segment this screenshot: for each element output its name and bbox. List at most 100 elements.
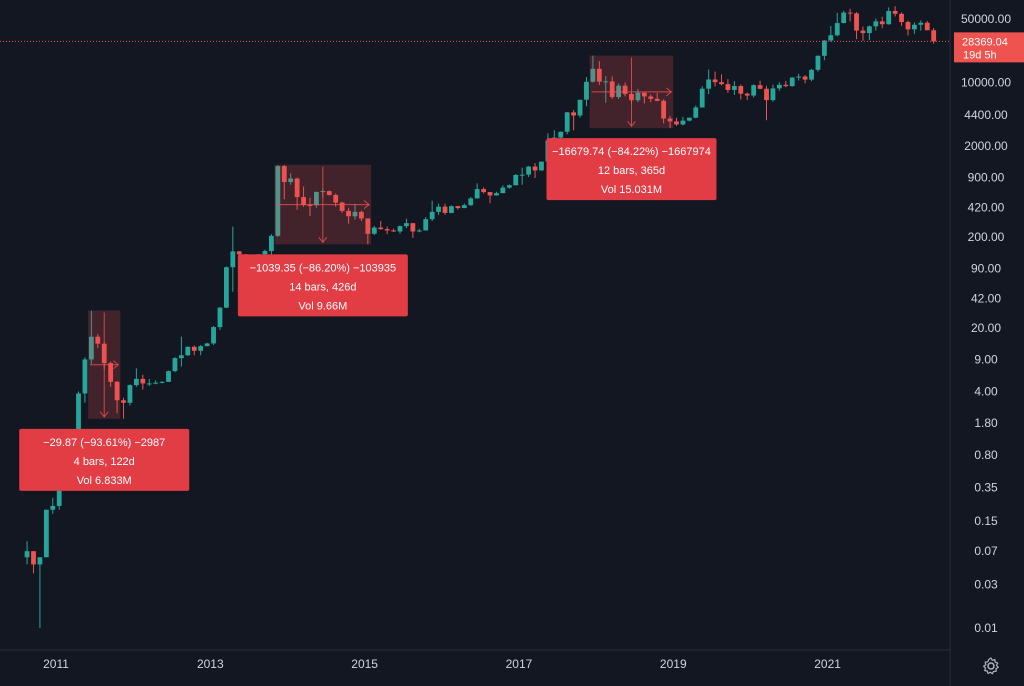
candle-body [346,210,351,217]
candle-body [873,21,879,27]
candle-body [654,98,660,101]
candle [661,99,667,124]
candle [487,192,493,204]
candle-body [693,107,699,118]
measure-info-line2: 12 bars, 365d [598,165,665,177]
candle [339,201,345,213]
candle [886,7,892,25]
measure-info-line3: Vol 15.031M [601,184,662,196]
candle-body [50,505,56,510]
candle-body [519,174,525,176]
candle [153,380,159,385]
candle [159,381,165,384]
candle-body [828,35,834,41]
candle [223,266,229,309]
price-axis[interactable]: 50000.00 10000.00 4400.00 2000.00 900.00 420.… [961,12,1011,635]
measure-info-line3: Vol 6.833M [77,475,132,487]
arrow-down-icon [318,237,328,244]
candle-body [931,30,937,42]
candle [751,84,757,98]
candle [31,551,36,574]
candle-body [500,187,506,194]
price-tick-label: 0.03 [974,578,998,592]
candle [307,197,313,217]
candle [95,334,101,349]
candle [140,374,146,390]
candle [860,26,866,41]
measure-info-line2: 4 bars, 122d [74,456,135,468]
candle-body [442,206,448,213]
candle [191,345,197,356]
candle [416,228,422,233]
candle-body [641,92,647,97]
candle-body [674,121,679,125]
measure-annotation[interactable]: −29.87 (−93.61%) −2987 4 bars, 122d Vol 6.… [19,310,190,491]
candle [204,342,210,347]
price-tick-label: 20.00 [971,321,1001,335]
candle [326,190,332,196]
candle [802,75,808,84]
candle [410,222,416,238]
candle [513,174,519,186]
measure-annotation[interactable]: −16679.74 (−84.22%) −1667974 12 bars, 365… [546,55,717,201]
price-tick-label: 4400.00 [964,108,1008,122]
candle-body [198,346,204,351]
candle-body [275,166,281,236]
candle-body [43,509,49,558]
price-tick-label: 9.00 [974,352,998,366]
candle-body [339,202,345,211]
candle [571,110,577,131]
candle [674,117,679,126]
candle-body [378,227,384,230]
candle-body [609,81,615,98]
candle-body [590,68,596,82]
measure-info-line1: −16679.74 (−84.22%) −1667974 [552,146,711,158]
candle [815,55,821,72]
candle [436,203,441,215]
measure-annotation[interactable]: −1039.35 (−86.20%) −103935 14 bars, 426d V… [237,164,408,317]
arrow-right-icon [665,87,673,97]
candle-body [95,336,101,344]
time-tick-label: 2017 [506,657,533,671]
candle-body [616,85,622,98]
candle-body [481,189,486,193]
candle [912,22,917,34]
candle [500,185,506,194]
candle-body [191,346,197,351]
time-tick-label: 2013 [197,657,224,671]
candle [764,85,769,121]
time-axis[interactable]: 2011 2013 2015 2017 2019 2021 [43,657,841,671]
price-tick-label: 42.00 [971,292,1001,306]
candle-body [294,178,300,198]
candle [770,84,776,102]
price-axis-bg[interactable] [950,0,1024,650]
candle [24,541,30,565]
candle-body [494,193,499,196]
candle-body [789,77,795,87]
candle [905,20,911,36]
candle [506,184,512,189]
candle [526,165,532,177]
candle-body [899,13,904,23]
candle-body [706,79,712,89]
candle [648,94,654,103]
candle [564,111,570,135]
price-tick-label: 420.00 [968,201,1005,215]
candle [609,76,615,99]
candle [211,325,216,345]
candle-body [558,131,564,138]
candle [731,81,737,95]
price-tick-label: 4.00 [974,384,998,398]
candle-body [796,76,802,78]
candle-body [841,12,847,24]
candle [114,381,120,414]
candle [616,83,622,100]
candle [37,557,43,628]
price-tick-label: 0.01 [974,621,998,635]
candle-body [185,346,191,356]
settings-gear-icon[interactable] [981,656,1001,676]
candle [841,10,847,24]
candle-body [230,251,236,268]
candle [494,191,499,196]
